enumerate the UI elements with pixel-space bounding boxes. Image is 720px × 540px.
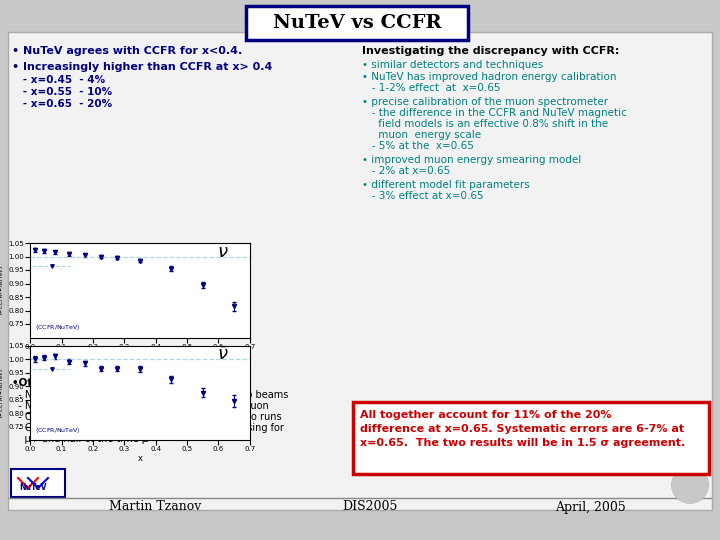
Text: • similar detectors and techniques: • similar detectors and techniques: [362, 60, 544, 70]
FancyBboxPatch shape: [353, 402, 709, 474]
Text: - x=0.65  - 20%: - x=0.65 - 20%: [12, 99, 112, 109]
Text: • different model fit parameters: • different model fit parameters: [362, 180, 530, 190]
Text: All together account for 11% of the 20%: All together account for 11% of the 20%: [360, 410, 611, 420]
FancyBboxPatch shape: [246, 6, 468, 40]
Text: - CCFR – simultaneous neutrino and antineutrino runs: - CCFR – simultaneous neutrino and antin…: [12, 412, 282, 422]
Text: muon  energy scale: muon energy scale: [362, 130, 481, 140]
Text: Martin Tzanov: Martin Tzanov: [109, 501, 201, 514]
Text: - CCFR toroid polarity was half of the time focusing for: - CCFR toroid polarity was half of the t…: [12, 423, 284, 433]
FancyBboxPatch shape: [11, 469, 65, 497]
Text: April, 2005: April, 2005: [554, 501, 626, 514]
Text: DIS2005: DIS2005: [342, 501, 397, 514]
Text: - x=0.55  - 10%: - x=0.55 - 10%: [12, 87, 112, 97]
X-axis label: x: x: [138, 454, 143, 463]
Text: - 5% at the  x=0.65: - 5% at the x=0.65: [362, 141, 474, 151]
Text: $\nu$: $\nu$: [217, 243, 228, 261]
Text: $\langle$CCFR/NuTeV$\rangle$: $\langle$CCFR/NuTeV$\rangle$: [35, 322, 81, 332]
Text: - x=0.45  - 4%: - x=0.45 - 4%: [12, 75, 105, 85]
Text: field models is an effective 0.8% shift in the: field models is an effective 0.8% shift …: [362, 119, 608, 129]
Text: - NuTeV - always focusing for the “right-sign” muon: - NuTeV - always focusing for the “right…: [12, 401, 269, 411]
Text: - NuTeV had separate neutrino and antineutrino beams: - NuTeV had separate neutrino and antine…: [12, 390, 289, 400]
Text: difference at x=0.65. Systematic errors are 6-7% at: difference at x=0.65. Systematic errors …: [360, 424, 684, 434]
Text: - the difference in the CCFR and NuTeV magnetic: - the difference in the CCFR and NuTeV m…: [362, 108, 627, 118]
Text: - 3% effect at x=0.65: - 3% effect at x=0.65: [362, 191, 484, 201]
Circle shape: [672, 467, 708, 503]
Text: • NuTeV has improved hadron energy calibration: • NuTeV has improved hadron energy calib…: [362, 72, 616, 82]
Text: NuTeV: NuTeV: [19, 483, 47, 492]
Text: - 2% at x=0.65: - 2% at x=0.65: [362, 166, 450, 176]
Text: • NuTeV agrees with CCFR for x<0.4.: • NuTeV agrees with CCFR for x<0.4.: [12, 46, 242, 56]
Text: Investigating the discrepancy with CCFR:: Investigating the discrepancy with CCFR:: [362, 46, 619, 56]
Y-axis label: $\langle\sigma_{CCFR}/\sigma_{NuTeV}\rangle$: $\langle\sigma_{CCFR}/\sigma_{NuTeV}\ran…: [0, 367, 6, 418]
Text: •Other differences  are:: •Other differences are:: [12, 378, 153, 388]
Text: x=0.65.  The two results will be in 1.5 σ agreement.: x=0.65. The two results will be in 1.5 σ…: [360, 438, 685, 448]
Y-axis label: $\langle\sigma_{CCFR}/\sigma_{NuTeV}\rangle$: $\langle\sigma_{CCFR}/\sigma_{NuTeV}\ran…: [0, 265, 6, 316]
Text: NuTeV vs CCFR: NuTeV vs CCFR: [273, 14, 441, 32]
Text: $\bar{\nu}$: $\bar{\nu}$: [217, 346, 228, 364]
X-axis label: x: x: [138, 351, 143, 360]
Text: $\langle$CCFR/NuTeV$\rangle$: $\langle$CCFR/NuTeV$\rangle$: [35, 424, 81, 435]
Text: μ+ and half of the time μ-: μ+ and half of the time μ-: [12, 434, 151, 444]
Text: - 1-2% effect  at  x=0.65: - 1-2% effect at x=0.65: [362, 83, 500, 93]
Text: • Increasingly higher than CCFR at x> 0.4: • Increasingly higher than CCFR at x> 0.…: [12, 62, 272, 72]
Text: • precise calibration of the muon spectrometer: • precise calibration of the muon spectr…: [362, 97, 608, 107]
Text: • improved muon energy smearing model: • improved muon energy smearing model: [362, 155, 581, 165]
Bar: [8, 32, 712, 510]
